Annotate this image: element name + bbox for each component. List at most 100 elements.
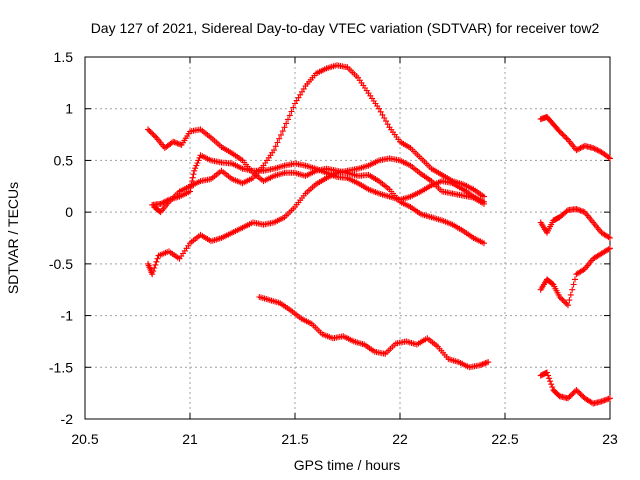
data-point — [549, 384, 556, 391]
data-point — [157, 200, 164, 207]
data-point — [570, 281, 577, 288]
data-point — [146, 127, 153, 134]
data-point — [560, 298, 567, 305]
data-point — [577, 145, 584, 151]
data-point — [595, 147, 602, 154]
data-point — [563, 208, 570, 215]
data-point — [558, 295, 564, 302]
x-axis-label: GPS time / hours — [294, 457, 401, 473]
data-point — [481, 193, 487, 200]
data-point — [485, 359, 492, 366]
data-point — [565, 395, 571, 402]
data-point — [481, 360, 487, 367]
data-point — [481, 240, 487, 247]
data-series — [537, 114, 613, 162]
data-point — [159, 200, 165, 207]
data-point — [154, 255, 161, 262]
data-point — [576, 145, 583, 152]
data-point — [194, 160, 201, 166]
data-marks — [145, 62, 613, 407]
data-point — [150, 268, 157, 275]
data-point — [559, 131, 566, 138]
data-point — [149, 130, 156, 137]
data-point — [567, 392, 574, 399]
data-point — [545, 372, 551, 379]
data-point — [278, 131, 284, 138]
y-tick-label: 1.5 — [54, 49, 74, 65]
data-point — [288, 108, 295, 115]
data-point — [562, 134, 569, 140]
data-point — [384, 121, 391, 128]
data-point — [579, 144, 585, 151]
data-point — [164, 197, 171, 204]
data-point — [481, 200, 487, 207]
data-series — [537, 369, 613, 407]
data-point — [281, 124, 288, 131]
data-point — [153, 258, 160, 265]
data-point — [377, 108, 384, 115]
data-point — [574, 388, 581, 395]
x-tick-label: 20.5 — [71, 431, 98, 447]
data-point — [152, 261, 159, 268]
data-point — [376, 105, 382, 112]
data-point — [569, 286, 576, 293]
data-point — [189, 178, 196, 185]
y-tick-label: -1 — [61, 308, 74, 324]
y-tick-label: 1 — [65, 101, 73, 117]
data-point — [163, 198, 170, 205]
data-point — [187, 188, 193, 195]
y-tick-label: 0.5 — [54, 152, 74, 168]
data-point — [145, 126, 151, 133]
y-tick-label: -2 — [61, 411, 74, 427]
data-point — [548, 381, 555, 388]
data-point — [188, 181, 195, 188]
data-point — [560, 132, 567, 139]
data-point — [195, 157, 202, 164]
data-point — [276, 135, 283, 142]
data-point — [573, 206, 580, 212]
data-point — [546, 375, 553, 382]
data-point — [577, 391, 584, 398]
data-point — [272, 143, 279, 150]
data-point — [187, 185, 194, 191]
data-series — [537, 245, 613, 309]
data-series — [537, 206, 613, 241]
data-point — [190, 171, 197, 178]
data-point — [271, 147, 277, 154]
data-point — [607, 155, 613, 162]
x-tick-label: 22.5 — [491, 431, 518, 447]
x-tick-label: 21.5 — [281, 431, 308, 447]
data-point — [566, 297, 573, 304]
data-point — [149, 271, 156, 278]
x-tick-label: 22 — [392, 431, 408, 447]
data-point — [150, 131, 157, 138]
axis-ticks — [84, 56, 611, 420]
data-point — [605, 234, 612, 241]
data-point — [559, 296, 566, 303]
data-point — [607, 245, 613, 252]
y-tick-label: -1.5 — [49, 359, 73, 375]
x-tick-label: 21 — [182, 431, 198, 447]
data-point — [563, 300, 570, 307]
data-point — [574, 146, 581, 153]
data-point — [576, 389, 583, 396]
data-point — [562, 299, 569, 306]
data-point — [544, 369, 550, 376]
x-tick-labels: 20.5 21 21.5 22 22.5 23 — [71, 431, 618, 447]
data-point — [556, 128, 563, 135]
y-axis-label: SDTVAR / TECUs — [5, 182, 21, 294]
data-point — [381, 115, 388, 121]
data-point — [274, 139, 281, 146]
data-point — [279, 128, 286, 135]
data-point — [567, 291, 574, 298]
data-point — [285, 116, 291, 123]
data-point — [160, 199, 167, 206]
data-series — [256, 294, 492, 371]
data-point — [191, 167, 198, 174]
data-point — [193, 162, 200, 169]
data-point — [607, 235, 613, 241]
data-point — [547, 378, 554, 385]
data-point — [147, 129, 154, 136]
data-point — [383, 118, 389, 125]
